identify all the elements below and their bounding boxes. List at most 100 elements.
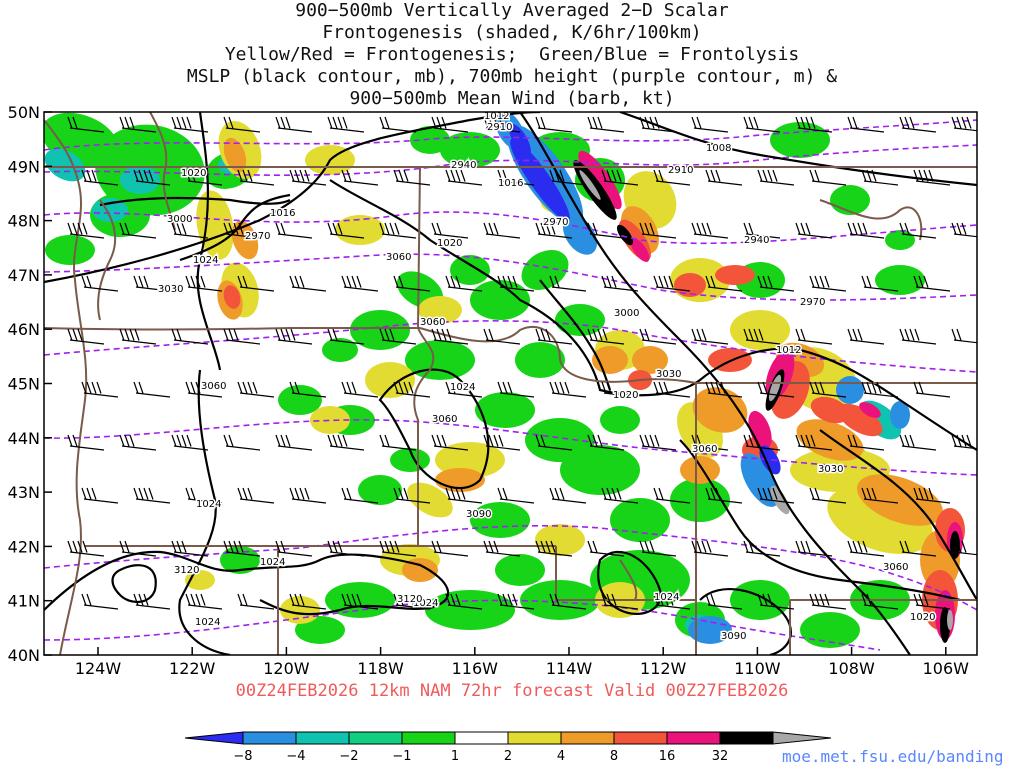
wind-barb: [445, 487, 483, 504]
wind-barb: [847, 328, 885, 345]
wind-barb: [445, 275, 483, 292]
frontogenesis-blob: [223, 285, 241, 309]
wind-barb: [483, 222, 521, 239]
wind-barb: [861, 275, 899, 292]
wind-barb: [393, 381, 431, 398]
lat-label: 48N: [8, 212, 40, 231]
wind-barb: [705, 487, 743, 504]
wind-barb: [275, 222, 313, 239]
lat-label: 41N: [8, 592, 40, 611]
colorbar-segment: [560, 731, 615, 745]
frontogenesis-blob: [730, 310, 790, 350]
frontogenesis-blob: [680, 456, 720, 484]
wind-barb: [275, 540, 313, 557]
frontogenesis-blob: [759, 445, 781, 475]
wind-barb: [185, 487, 223, 504]
height-label: 3060: [692, 444, 717, 455]
mslp-label: 1024: [260, 557, 285, 568]
wind-barb: [795, 116, 833, 133]
title-line: MSLP (black contour, mb), 700mb height (…: [186, 66, 838, 87]
wind-barb: [951, 116, 977, 132]
wind-barb: [743, 116, 781, 133]
wind-barb: [431, 328, 469, 345]
lon-label: 116W: [452, 659, 499, 678]
wind-barb: [795, 222, 833, 239]
title-line: 900−500mb Mean Wind (barb, kt): [349, 88, 675, 109]
mslp-contours: [44, 112, 977, 655]
wind-barb: [81, 593, 119, 610]
wind-barb: [133, 381, 171, 398]
wind-barb: [951, 328, 977, 344]
mslp-label: 1024: [450, 382, 475, 393]
colorbar-segment: [772, 731, 832, 745]
colorbar-segment: [401, 731, 456, 745]
wind-barb: [743, 434, 781, 451]
wind-barb: [275, 434, 313, 451]
wind-barb: [809, 275, 847, 292]
frontogenesis-blob: [335, 215, 385, 245]
lat-label: 40N: [8, 646, 40, 665]
forecast-valid-time: 00Z24FEB2026 12km NAM 72hr forecast Vali…: [235, 681, 789, 701]
wind-barb: [289, 593, 327, 610]
wind-barb: [497, 487, 535, 504]
wind-barb: [809, 487, 847, 504]
wind-barb: [223, 540, 261, 557]
state-border: [555, 546, 697, 655]
wind-barb: [431, 116, 469, 133]
longitude-axis: 124W 122W 120W 118W 116W 114W 112W 110W 108W 106W: [75, 647, 969, 678]
wind-barb: [393, 487, 431, 504]
wind-barb: [705, 593, 743, 610]
latitude-axis: 50N 49N 48N 47N 46N 45N 44N 43N 42N 41N 40N: [8, 103, 52, 665]
frontogenesis-blob: [231, 220, 259, 260]
height-label: 3000: [167, 214, 192, 225]
source-url: moe.met.fsu.edu/banding: [782, 747, 1004, 766]
wind-barb: [119, 540, 157, 557]
mslp-contour: [99, 196, 291, 207]
mslp-contour: [679, 439, 961, 602]
wind-barb: [587, 116, 625, 133]
colorbar-segment: [719, 731, 774, 745]
state-border: [44, 119, 88, 655]
frontogenesis-blob: [859, 402, 881, 418]
lat-label: 42N: [8, 537, 40, 556]
wind-barb: [691, 328, 729, 345]
lat-label: 44N: [8, 429, 40, 448]
frontogenesis-blob: [405, 340, 475, 380]
wind-barb: [757, 275, 795, 292]
colorbar-label: −4: [286, 749, 305, 764]
colorbar-label: −2: [339, 749, 358, 764]
wind-barb: [497, 381, 535, 398]
wind-barb: [171, 540, 209, 557]
lat-label: 46N: [8, 320, 40, 339]
frontogenesis-blob: [280, 596, 320, 624]
mslp-contour: [699, 588, 792, 655]
wind-barb: [549, 169, 587, 186]
wind-barb: [549, 593, 587, 610]
wind-barb: [653, 593, 691, 610]
frontogenesis-blob: [440, 132, 500, 168]
state-border: [419, 325, 697, 384]
lon-label: 110W: [734, 659, 781, 678]
frontogenesis-blob: [748, 410, 772, 450]
wind-barb: [913, 593, 951, 610]
wind-barb: [847, 434, 885, 451]
wind-barb: [639, 222, 677, 239]
wind-barb: [639, 116, 677, 133]
height-label: 3060: [201, 381, 226, 392]
frontogenesis-blob: [358, 475, 402, 505]
wind-barb: [497, 275, 535, 292]
wind-barb: [223, 222, 261, 239]
wind-barb: [275, 328, 313, 345]
height-label: 3120: [174, 565, 199, 576]
lon-label: 118W: [357, 659, 404, 678]
wind-barb: [587, 222, 625, 239]
contour-labels: 1012 1008 1020 1016 1024 1020 1024 1016 …: [157, 112, 937, 644]
wind-barb: [445, 381, 483, 398]
wind-barb: [81, 169, 119, 186]
wind-barb: [861, 169, 899, 186]
frontogenesis-blob: [365, 362, 415, 398]
wind-barb: [483, 116, 521, 133]
title-line: Frontogenesis (shaded, K/6hr/100km): [322, 22, 702, 43]
mslp-contour: [519, 112, 911, 655]
